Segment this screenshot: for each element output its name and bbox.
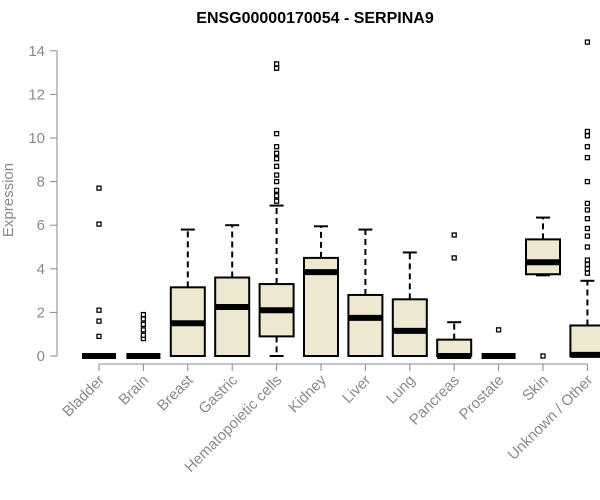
x-tick-label: Bladder	[59, 372, 108, 421]
outlier-point	[273, 193, 280, 199]
y-tick-label: 6	[37, 217, 45, 234]
x-tick-label: Breast	[154, 371, 197, 414]
box-body	[525, 238, 561, 276]
outlier-point	[273, 187, 280, 193]
y-tick-label: 14	[28, 43, 45, 60]
box-hematopoietic-cells	[258, 61, 295, 357]
box-prostate	[481, 327, 516, 359]
x-tick-label: Unknown / Other	[505, 372, 597, 464]
outlier-point	[96, 221, 102, 227]
outlier-point	[273, 65, 280, 71]
outlier-point	[451, 255, 457, 261]
box-brain	[126, 311, 161, 359]
x-tick-label: Liver	[339, 372, 374, 407]
outlier-point	[273, 198, 280, 204]
outlier-point	[584, 233, 591, 239]
y-tick-label: 0	[37, 348, 45, 365]
outlier-point	[140, 327, 147, 333]
outlier-point	[584, 144, 591, 150]
outlier-point	[584, 128, 591, 135]
box-body	[214, 276, 251, 357]
box-skin	[525, 216, 561, 359]
x-tick-label: Skin	[519, 372, 552, 405]
box-bladder	[82, 185, 116, 359]
box-body	[391, 298, 428, 358]
outlier-point	[584, 39, 591, 45]
box-body	[347, 293, 384, 357]
box-pancreas	[436, 232, 473, 359]
outlier-point	[584, 207, 591, 213]
x-tick-label: Lung	[383, 372, 419, 408]
x-tick-label: Kidney	[285, 371, 330, 416]
y-axis-label: Expression	[0, 163, 17, 237]
chart-title: ENSG00000170054 - SERPINA9	[196, 10, 434, 27]
y-axis: 0 2 4 6 8 10 12 14	[28, 43, 58, 365]
outlier-point	[273, 150, 280, 156]
outlier-point	[273, 156, 280, 162]
outlier-point	[584, 266, 591, 272]
outlier-point	[140, 332, 147, 338]
outlier-point	[584, 200, 591, 207]
y-tick-label: 8	[37, 174, 45, 191]
outlier-point	[273, 130, 280, 137]
box-body	[569, 324, 600, 358]
x-tick-label: Prostate	[456, 372, 508, 424]
outlier-point	[584, 178, 591, 185]
outlier-point	[584, 257, 591, 263]
box-unknown-other	[569, 39, 600, 358]
y-tick-label: 10	[28, 130, 45, 147]
plot-area	[82, 39, 600, 359]
outlier-point	[96, 185, 102, 191]
outlier-point	[273, 172, 280, 178]
outlier-point	[273, 178, 280, 185]
box-lung	[391, 251, 428, 358]
outlier-point	[140, 311, 147, 318]
outlier-point	[273, 61, 280, 67]
outlier-point	[273, 144, 280, 150]
box-kidney	[303, 225, 339, 357]
y-tick-label: 12	[28, 86, 45, 103]
outlier-point	[140, 321, 147, 328]
outlier-point	[584, 216, 591, 222]
outlier-point	[584, 261, 591, 268]
x-tick-label: Brain	[115, 372, 152, 409]
outlier-point	[540, 353, 546, 359]
outlier-point	[451, 232, 457, 238]
outlier-point	[96, 333, 102, 340]
outlier-point	[273, 163, 280, 169]
outlier-point	[96, 307, 102, 313]
box-gastric	[214, 224, 251, 357]
outlier-point	[140, 316, 147, 322]
outlier-point	[584, 154, 591, 161]
outlier-point	[584, 244, 591, 250]
outlier-point	[495, 327, 502, 333]
y-tick-label: 2	[37, 304, 45, 321]
box-breast	[169, 228, 206, 357]
outlier-point	[96, 318, 102, 324]
outlier-point	[584, 133, 591, 139]
outlier-point	[584, 270, 591, 276]
outlier-point	[584, 225, 591, 232]
box-liver	[347, 228, 384, 357]
y-tick-label: 4	[37, 261, 45, 278]
